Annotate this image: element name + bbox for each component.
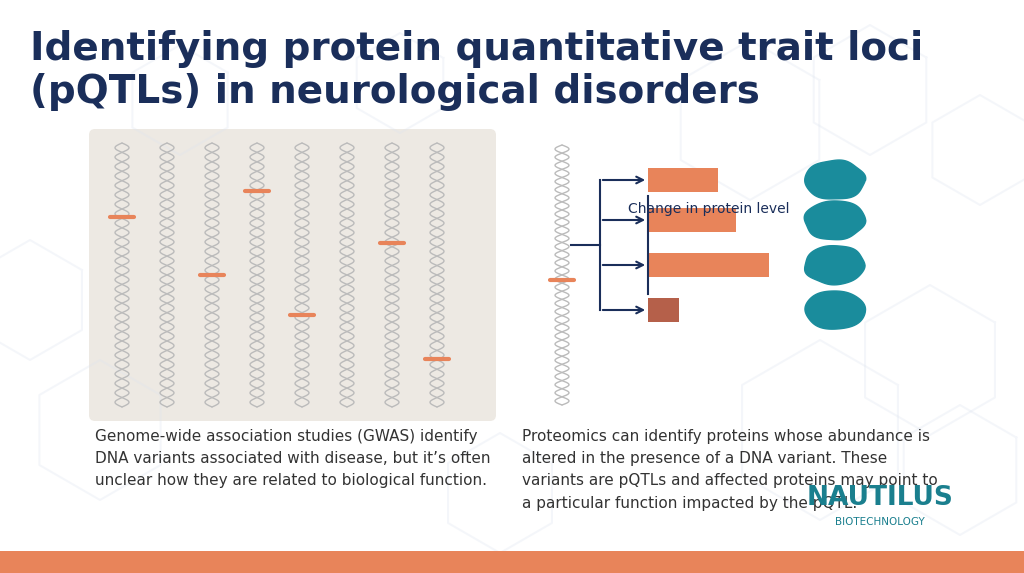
Text: BIOTECHNOLOGY: BIOTECHNOLOGY bbox=[836, 517, 925, 527]
Text: (pQTLs) in neurological disorders: (pQTLs) in neurological disorders bbox=[30, 73, 760, 111]
Polygon shape bbox=[804, 201, 865, 240]
Bar bbox=[0, 551, 1024, 573]
Polygon shape bbox=[805, 291, 865, 329]
Bar bbox=[648, 253, 769, 277]
Bar bbox=[648, 208, 736, 232]
FancyBboxPatch shape bbox=[89, 129, 496, 421]
Bar bbox=[648, 298, 679, 322]
Text: Change in protein level: Change in protein level bbox=[628, 202, 790, 216]
Polygon shape bbox=[805, 246, 865, 285]
Text: NAUTILUS: NAUTILUS bbox=[807, 485, 953, 511]
Bar bbox=[648, 168, 719, 192]
Text: Identifying protein quantitative trait loci: Identifying protein quantitative trait l… bbox=[30, 30, 924, 68]
Text: Genome-wide association studies (GWAS) identify
DNA variants associated with dis: Genome-wide association studies (GWAS) i… bbox=[95, 429, 490, 488]
Text: Proteomics can identify proteins whose abundance is
altered in the presence of a: Proteomics can identify proteins whose a… bbox=[522, 429, 938, 511]
Polygon shape bbox=[805, 160, 865, 199]
